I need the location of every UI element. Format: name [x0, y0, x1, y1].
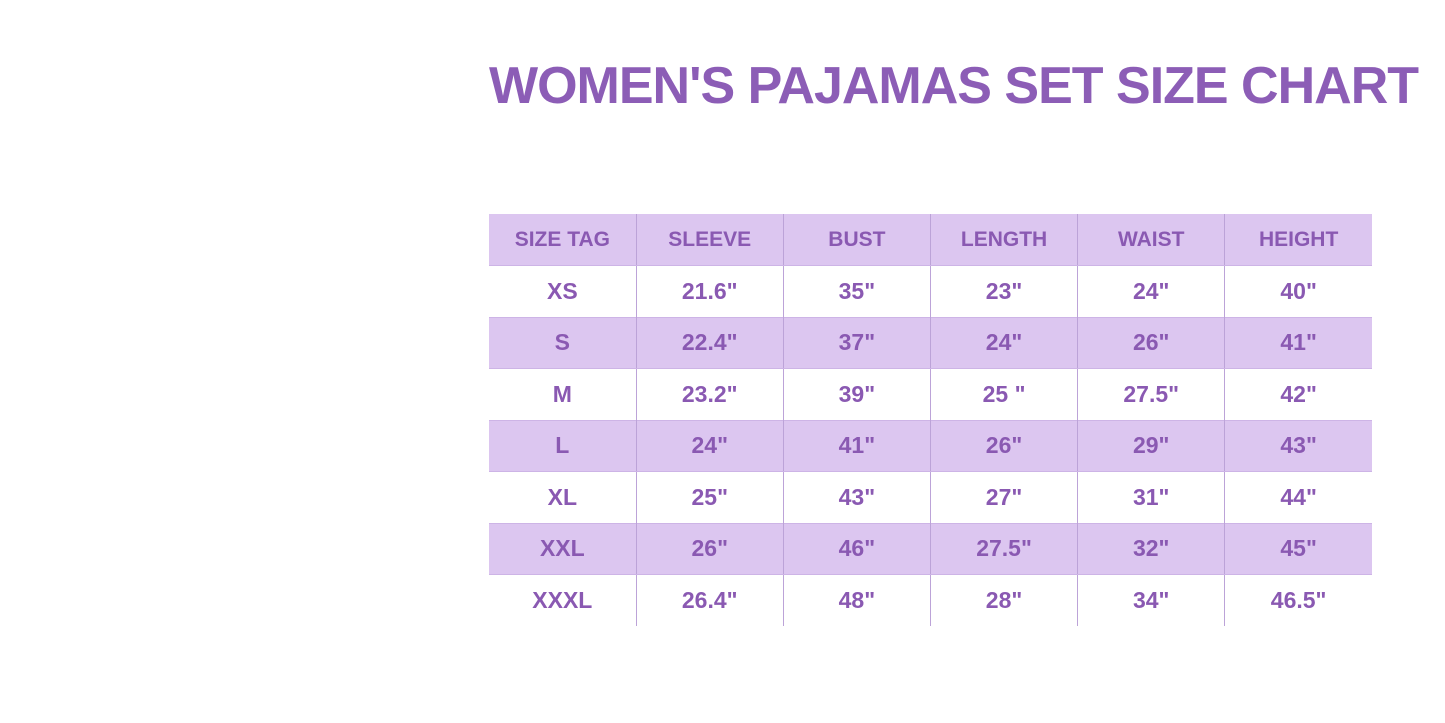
measurement-cell-sleeve: 23.2" — [635, 368, 784, 420]
measurement-cell-sleeve: 22.4" — [635, 316, 784, 369]
measurement-cell-sleeve: 24" — [635, 419, 784, 472]
column-header-bust: BUST — [782, 214, 931, 266]
measurement-cell-height: 46.5" — [1224, 574, 1372, 626]
measurement-cell-height: 43" — [1224, 419, 1372, 472]
size-chart-header: SIZE TAG SLEEVE BUST LENGTH WAIST HEIGHT — [489, 214, 1372, 266]
table-row-s: S 22.4" 37" 24" 26" 41" — [489, 316, 1372, 369]
table-row-xxxl: XXXL 26.4" 48" 28" 34" 46.5" — [489, 574, 1372, 626]
measurement-cell-waist: 26" — [1077, 316, 1225, 369]
measurement-cell-height: 44" — [1224, 471, 1372, 523]
measurement-cell-length: 28" — [929, 574, 1078, 626]
measurement-cell-length: 23" — [929, 265, 1078, 317]
measurement-cell-waist: 31" — [1077, 471, 1225, 523]
header-row: SIZE TAG SLEEVE BUST LENGTH WAIST HEIGHT — [489, 214, 1372, 266]
measurement-cell-waist: 32" — [1077, 522, 1225, 575]
measurement-cell-length: 27" — [929, 471, 1078, 523]
measurement-cell-bust: 41" — [782, 419, 931, 472]
size-tag-cell: XS — [546, 277, 578, 304]
table-row-l: L 24" 41" 26" 29" 43" — [489, 419, 1372, 472]
size-chart-body: XS 21.6" 35" 23" 24" 40" S 22.4" 37" 24" 26" 41" M 23… — [489, 265, 1372, 626]
size-tag-cell: XXL — [489, 522, 637, 575]
size-tag-cell: L — [489, 419, 637, 472]
size-tag-cell: S — [489, 316, 637, 369]
column-header-height: HEIGHT — [1224, 214, 1372, 266]
measurement-cell-bust: 43" — [782, 471, 931, 523]
measurement-cell-bust: 46" — [782, 522, 931, 575]
measurement-cell-waist: 34" — [1077, 574, 1225, 626]
measurement-cell-bust: 37" — [782, 316, 931, 369]
page-title: WOMEN'S PAJAMAS SET SIZE CHART — [489, 57, 1419, 115]
column-header-size-tag: SIZE TAG — [489, 214, 637, 266]
measurement-cell-height: 41" — [1224, 316, 1372, 369]
size-tag-cell: M — [552, 380, 572, 407]
measurement-cell-bust: 48" — [782, 574, 931, 626]
measurement-cell-sleeve: 21.6" — [635, 265, 784, 317]
measurement-cell-height: 45" — [1224, 522, 1372, 575]
measurement-cell-waist: 29" — [1077, 419, 1225, 472]
table-row-m: M 23.2" 39" 25 " 27.5" 42" — [489, 368, 1372, 420]
size-chart-table: SIZE TAG SLEEVE BUST LENGTH WAIST HEIGHT XS 21… — [489, 214, 1372, 626]
measurement-cell-sleeve: 26.4" — [635, 574, 784, 626]
measurement-cell-sleeve: 26" — [635, 522, 784, 575]
measurement-cell-waist: 27.5" — [1077, 368, 1225, 420]
size-tag-cell: XL — [547, 483, 578, 510]
measurement-cell-length: 26" — [929, 419, 1078, 472]
size-tag-cell: XXXL — [532, 586, 593, 613]
table-row-xl: XL 25" 43" 27" 31" 44" — [489, 471, 1372, 523]
column-header-waist: WAIST — [1077, 214, 1225, 266]
measurement-cell-waist: 24" — [1077, 265, 1225, 317]
measurement-cell-bust: 39" — [782, 368, 931, 420]
measurement-cell-bust: 35" — [782, 265, 931, 317]
measurement-cell-length: 27.5" — [929, 522, 1078, 575]
measurement-cell-height: 40" — [1224, 265, 1372, 317]
measurement-cell-height: 42" — [1224, 368, 1372, 420]
column-header-length: LENGTH — [929, 214, 1078, 266]
table-row-xxl: XXL 26" 46" 27.5" 32" 45" — [489, 522, 1372, 575]
column-header-sleeve: SLEEVE — [635, 214, 784, 266]
measurement-cell-length: 24" — [929, 316, 1078, 369]
measurement-cell-sleeve: 25" — [635, 471, 784, 523]
measurement-cell-length: 25 " — [929, 368, 1078, 420]
table-row-xs: XS 21.6" 35" 23" 24" 40" — [489, 265, 1372, 317]
